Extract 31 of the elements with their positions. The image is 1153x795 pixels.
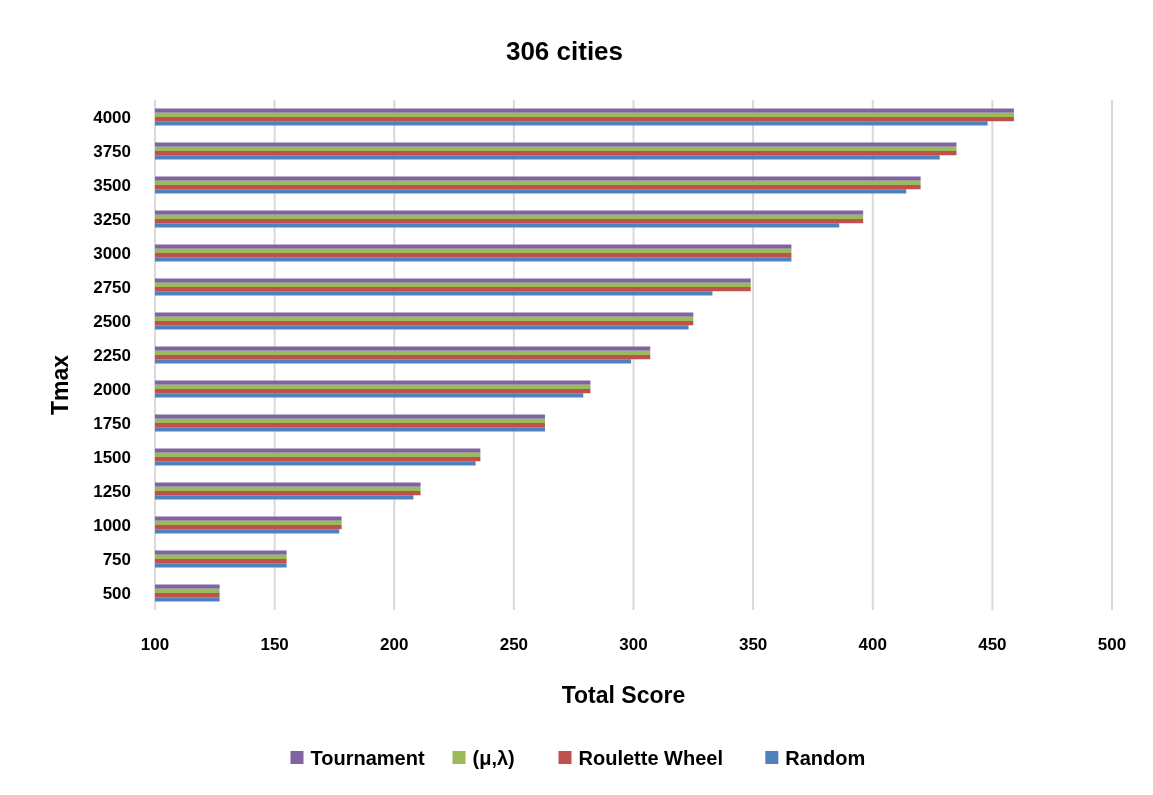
- chart-title: 306 cities: [505, 36, 624, 66]
- y-tick-label: 2250: [93, 345, 131, 365]
- legend-label: Tournament: [310, 747, 425, 769]
- y-tick-label: 1000: [93, 515, 131, 535]
- x-tick-label: 450: [978, 635, 1007, 654]
- x-tick-label: 150: [260, 635, 289, 654]
- y-axis-title: Tmax: [47, 354, 73, 416]
- x-tick-label: 350: [738, 635, 768, 654]
- y-tick-label: 2750: [93, 277, 131, 297]
- y-tick-label: 3500: [93, 175, 131, 195]
- legend-label: (μ,λ): [472, 747, 515, 769]
- x-tick-label: 300: [619, 635, 648, 654]
- legend-label: Roulette Wheel: [578, 747, 723, 769]
- y-tick-label: 1500: [93, 447, 131, 467]
- y-tick-label: 3000: [93, 243, 131, 263]
- y-tick-label: 1250: [93, 481, 131, 501]
- y-tick-label: 750: [102, 549, 131, 569]
- y-tick-label: 500: [102, 583, 131, 603]
- x-axis-title: Total Score: [561, 682, 686, 708]
- y-tick-label: 3750: [93, 141, 131, 161]
- x-tick-label: 250: [499, 635, 529, 654]
- y-tick-label: 1750: [93, 413, 131, 433]
- legend-label: Random: [785, 747, 866, 769]
- x-tick-label: 100: [140, 635, 170, 654]
- x-tick-label: 400: [858, 635, 887, 654]
- x-tick-label: 500: [1097, 635, 1127, 654]
- y-tick-label: 2500: [93, 311, 131, 331]
- y-tick-label: 3250: [93, 209, 131, 229]
- x-tick-label: 200: [380, 635, 409, 654]
- y-tick-label: 2000: [93, 379, 131, 399]
- y-tick-label: 4000: [93, 107, 131, 127]
